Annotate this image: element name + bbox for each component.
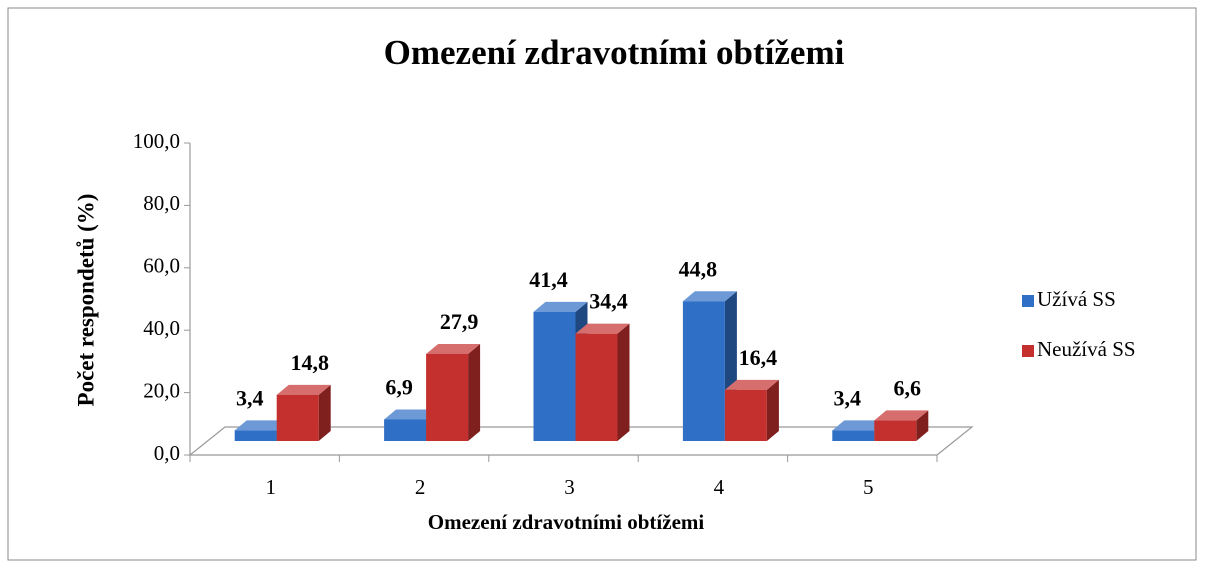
- x-tick-label: 2: [415, 475, 426, 499]
- value-label: 44,8: [679, 256, 718, 281]
- value-label: 3,4: [236, 385, 264, 410]
- value-label: 14,8: [290, 350, 329, 375]
- legend-swatch: [1022, 295, 1034, 307]
- x-tick-label: 3: [564, 475, 575, 499]
- value-label: 34,4: [589, 289, 628, 314]
- bar-side: [916, 410, 929, 441]
- legend-swatch: [1022, 345, 1034, 357]
- x-tick-label: 4: [714, 475, 725, 499]
- y-tick-label: 20,0: [143, 378, 180, 402]
- bar: [575, 333, 618, 441]
- bar-top: [426, 343, 481, 354]
- bar-side: [617, 323, 630, 441]
- value-label: 16,4: [739, 345, 778, 370]
- y-tick-label: 40,0: [143, 316, 180, 340]
- x-tick-label: 1: [265, 475, 276, 499]
- bar: [234, 430, 277, 441]
- x-tick-label: 5: [863, 475, 874, 499]
- bar-top: [724, 379, 779, 390]
- bar: [682, 301, 725, 441]
- bar-top: [682, 291, 737, 302]
- value-label: 41,4: [529, 267, 568, 292]
- y-tick-label: 60,0: [143, 254, 180, 278]
- bar-top: [384, 409, 439, 420]
- legend-label: Užívá SS: [1037, 287, 1116, 311]
- value-label: 6,6: [894, 375, 922, 400]
- bar-top: [832, 420, 887, 431]
- bar-top: [276, 384, 331, 395]
- bar: [426, 353, 469, 441]
- value-label: 6,9: [385, 375, 413, 400]
- bar-top: [234, 420, 289, 431]
- bar: [724, 389, 767, 441]
- y-tick-label: 0,0: [154, 441, 180, 465]
- value-label: 27,9: [440, 309, 479, 334]
- bar-side: [766, 379, 779, 441]
- bar-top: [533, 301, 588, 312]
- y-axis-title: Počet respondetů (%): [73, 194, 98, 407]
- x-axis-title: Omezení zdravotními obtížemi: [428, 510, 705, 534]
- bar: [874, 420, 917, 441]
- bar: [832, 430, 875, 441]
- y-tick-label: 80,0: [143, 191, 180, 215]
- bar-side: [468, 343, 481, 441]
- bar-top: [874, 410, 929, 421]
- legend-label: Neužívá SS: [1037, 337, 1136, 361]
- y-tick-label: 100,0: [133, 129, 180, 153]
- bar: [533, 311, 576, 441]
- bar-side: [318, 384, 331, 441]
- bar: [384, 419, 427, 441]
- chart-frame: [7, 7, 1197, 561]
- bar: [276, 394, 319, 441]
- bar-top: [575, 323, 630, 334]
- chart-title: Omezení zdravotními obtížemi: [384, 33, 845, 72]
- value-label: 3,4: [834, 385, 862, 410]
